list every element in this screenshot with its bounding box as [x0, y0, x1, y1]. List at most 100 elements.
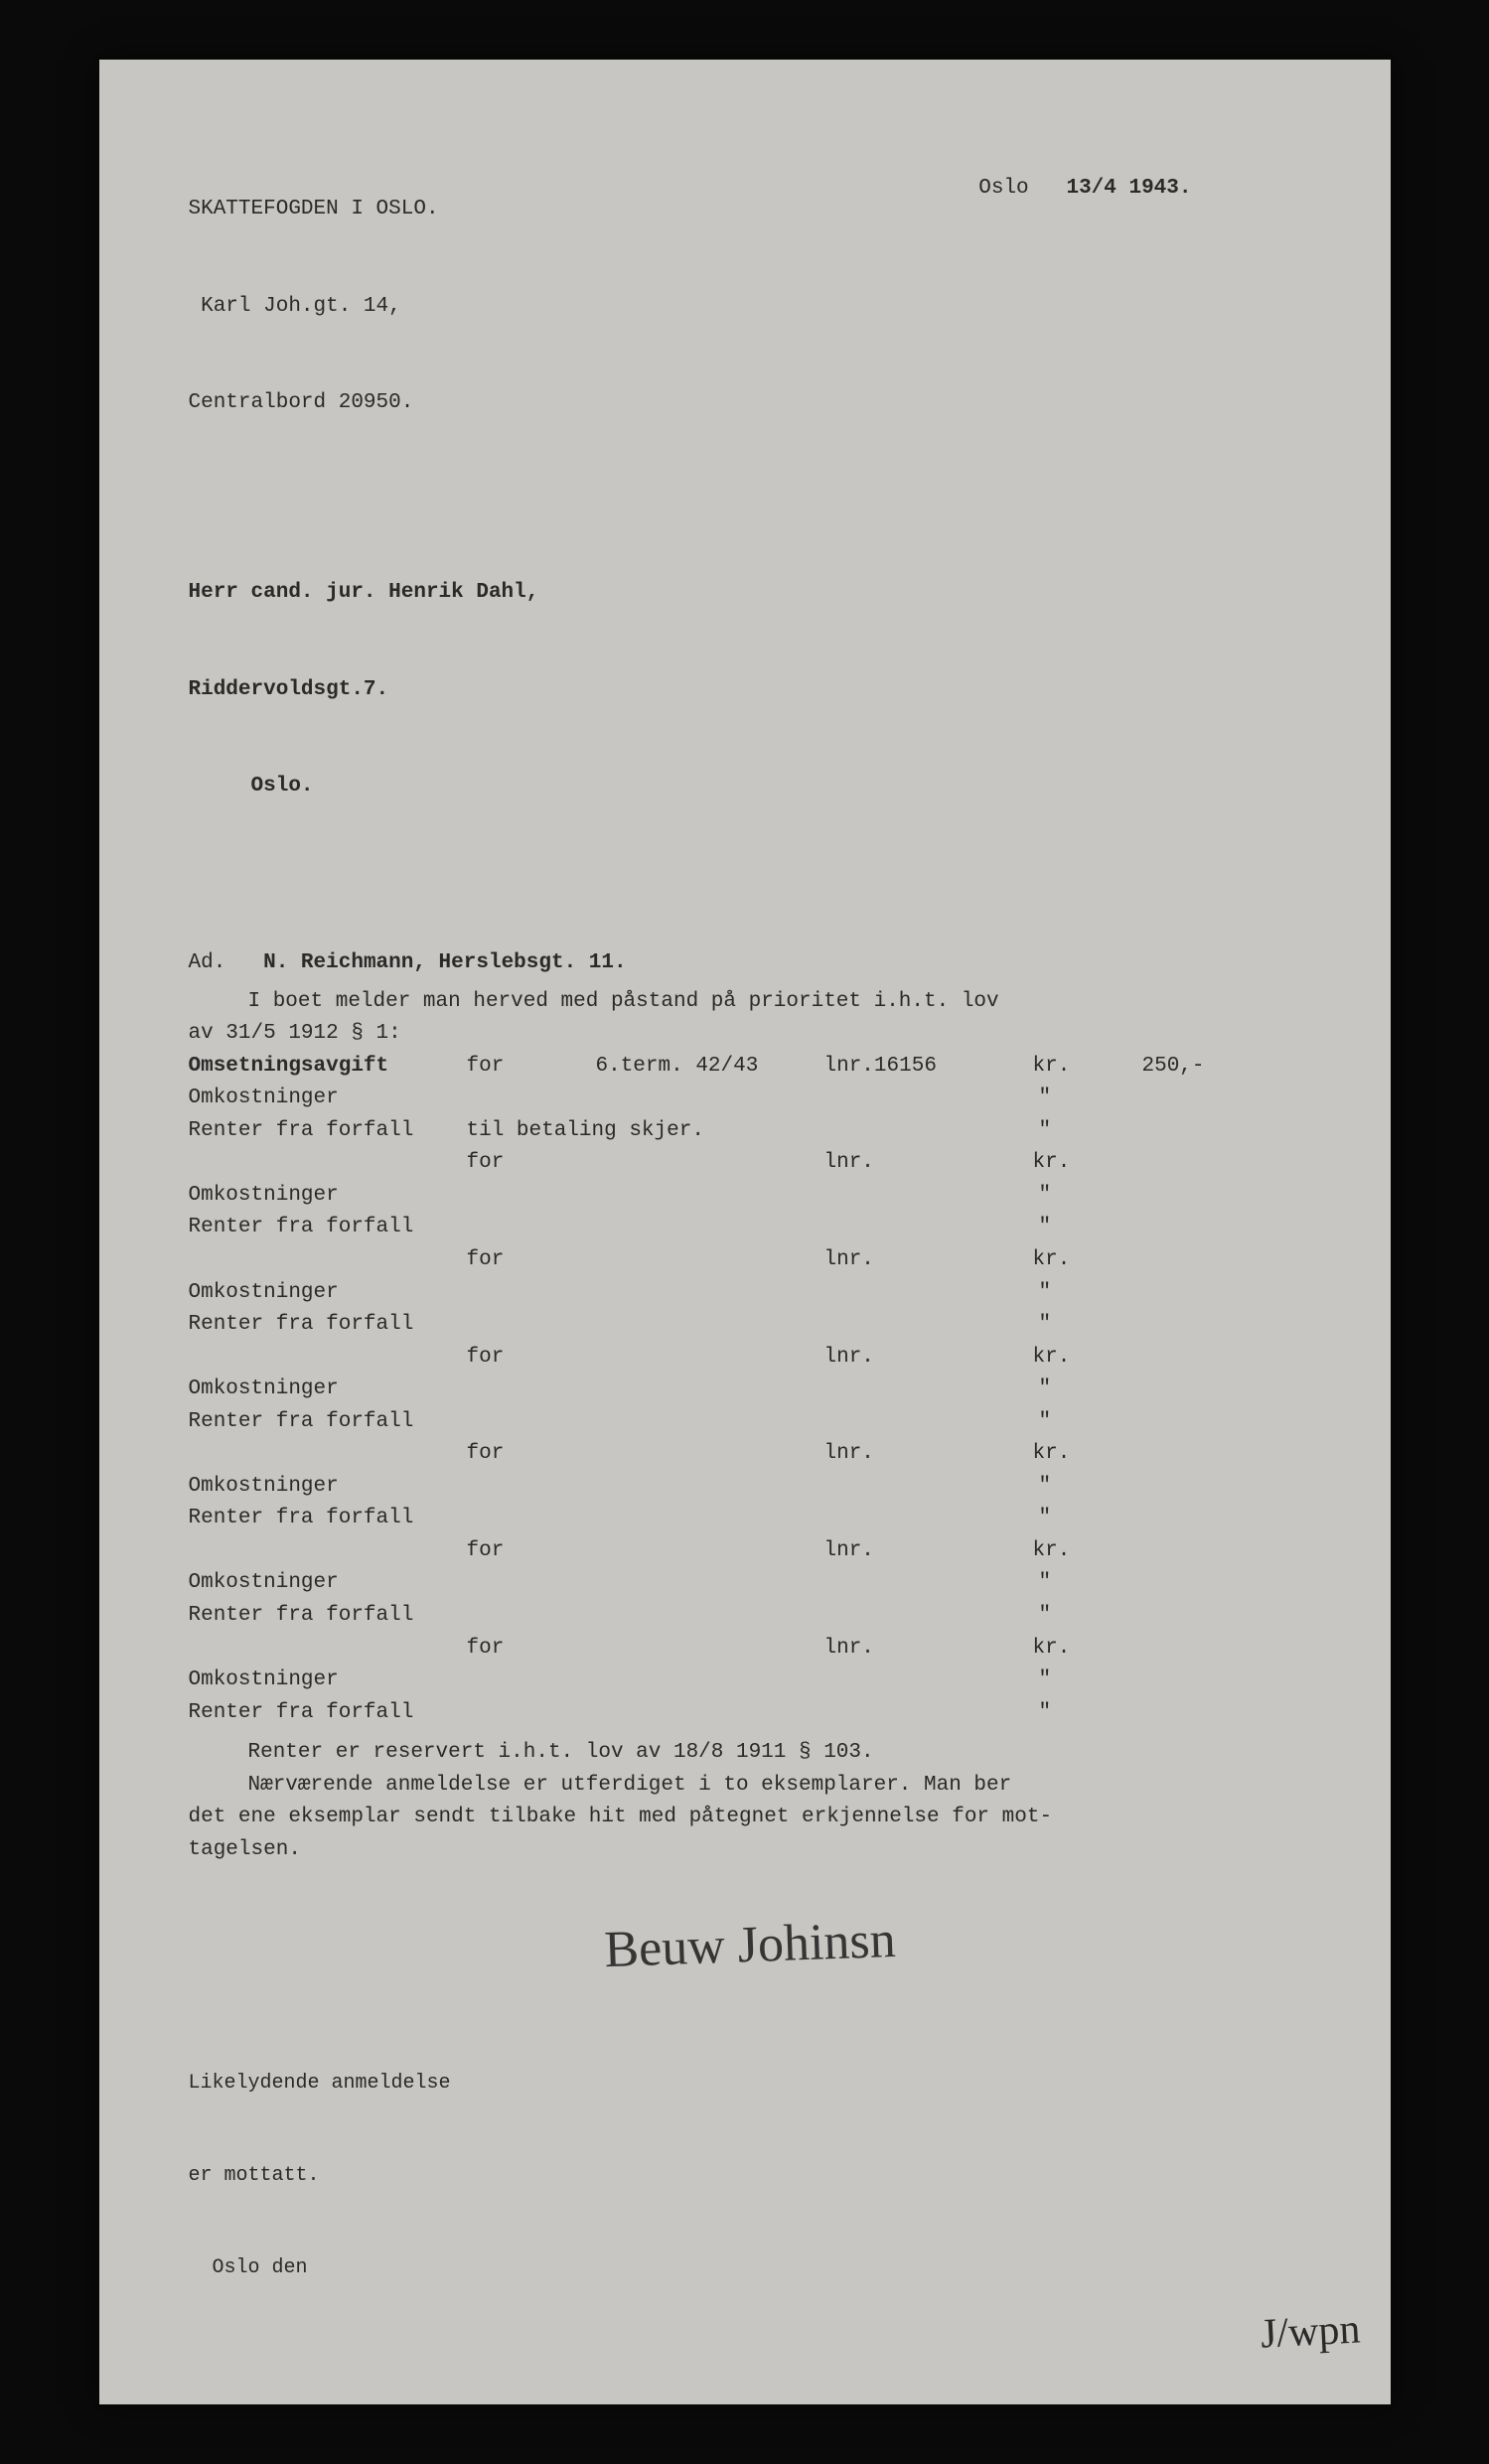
term-value: 6.term. 42/43 [596, 1051, 824, 1084]
lnr-label: lnr. [824, 1147, 1033, 1180]
for-label: for [467, 1147, 596, 1180]
ditto-mark: " [1033, 1277, 1142, 1310]
receipt-line: Oslo den [189, 2252, 1311, 2283]
for-label: for [467, 1051, 596, 1084]
item-label: Renter fra forfall [189, 1503, 467, 1535]
recipient-line: Riddervoldsgt.7. [189, 674, 1311, 707]
note-line: tagelsen. [189, 1834, 1311, 1867]
line-item: Renter fra forfall " [189, 1212, 1311, 1244]
note-line: det ene eksemplar sendt tilbake hit med … [189, 1802, 1311, 1834]
line-item: Omkostninger " [189, 1277, 1311, 1310]
amount-value: 250,- [1142, 1051, 1232, 1084]
item-label: Omkostninger [189, 1180, 467, 1213]
ditto-mark: " [1033, 1406, 1142, 1439]
kr-label: kr. [1033, 1147, 1142, 1180]
item-label: Renter fra forfall [189, 1406, 467, 1439]
line-item: for lnr. kr. [189, 1535, 1311, 1568]
note-line: Renter er reservert i.h.t. lov av 18/8 1… [189, 1737, 1311, 1770]
date-value: 13/4 1943. [1066, 177, 1191, 200]
kr-label: kr. [1033, 1244, 1142, 1277]
corner-signature: J/wpn [1260, 2297, 1363, 2367]
subject-prefix: Ad. [189, 951, 226, 974]
line-item: for lnr. kr. [189, 1244, 1311, 1277]
lnr-label: lnr. [824, 1633, 1033, 1666]
ditto-mark: " [1033, 1115, 1142, 1148]
line-item: Omkostninger " [189, 1471, 1311, 1504]
subject-line: Ad. N. Reichmann, Herslebsgt. 11. [189, 947, 1311, 980]
line-item: Omsetningsavgift for 6.term. 42/43 lnr.1… [189, 1051, 1311, 1084]
line-item: Omkostninger " [189, 1665, 1311, 1697]
ditto-mark: " [1033, 1697, 1142, 1730]
line-item: Renter fra forfall " [189, 1503, 1311, 1535]
item-label: Omkostninger [189, 1277, 467, 1310]
item-label: Renter fra forfall [189, 1697, 467, 1730]
recipient-line: Herr cand. jur. Henrik Dahl, [189, 577, 1311, 610]
line-item: Omkostninger " [189, 1083, 1311, 1115]
lnr-label: lnr. [824, 1342, 1033, 1375]
item-label: Omsetningsavgift [189, 1051, 467, 1084]
ditto-mark: " [1033, 1083, 1142, 1115]
kr-label: kr. [1033, 1535, 1142, 1568]
receipt-line: er mottatt. [189, 2160, 1311, 2191]
ditto-mark: " [1033, 1212, 1142, 1244]
for-label: for [467, 1244, 596, 1277]
ditto-mark: " [1033, 1503, 1142, 1535]
renter-note: til betaling skjer. [467, 1115, 1033, 1148]
item-label: Renter fra forfall [189, 1115, 467, 1148]
kr-label: kr. [1033, 1342, 1142, 1375]
item-label: Omkostninger [189, 1471, 467, 1504]
kr-label: kr. [1033, 1633, 1142, 1666]
line-item: Omkostninger " [189, 1180, 1311, 1213]
kr-label: kr. [1033, 1438, 1142, 1471]
law-ref: av 31/5 1912 § 1: [189, 1018, 1311, 1051]
line-item: Renter fra forfall " [189, 1406, 1311, 1439]
line-item: Renter fra forfall " [189, 1697, 1311, 1730]
item-label: Renter fra forfall [189, 1600, 467, 1633]
for-label: for [467, 1342, 596, 1375]
item-label: Omkostninger [189, 1374, 467, 1406]
item-label: Omkostninger [189, 1567, 467, 1600]
note-line: Nærværende anmeldelse er utferdiget i to… [189, 1770, 1311, 1803]
sender-line: Centralbord 20950. [189, 387, 439, 420]
item-label: Omkostninger [189, 1665, 467, 1697]
intro-text: I boet melder man herved med påstand på … [189, 986, 1311, 1019]
ditto-mark: " [1033, 1600, 1142, 1633]
ditto-mark: " [1033, 1180, 1142, 1213]
date-block: Oslo 13/4 1943. [978, 173, 1191, 485]
document-page: SKATTEFOGDEN I OSLO. Karl Joh.gt. 14, Ce… [99, 60, 1391, 2404]
lnr-value: lnr.16156 [824, 1051, 1033, 1084]
ditto-mark: " [1033, 1471, 1142, 1504]
recipient-block: Herr cand. jur. Henrik Dahl, Riddervolds… [189, 512, 1311, 868]
receipt-block: Likelydende anmeldelse er mottatt. Oslo … [189, 2006, 1311, 2345]
for-label: for [467, 1633, 596, 1666]
line-item: for lnr. kr. [189, 1147, 1311, 1180]
line-item: Omkostninger " [189, 1374, 1311, 1406]
letterhead: SKATTEFOGDEN I OSLO. Karl Joh.gt. 14, Ce… [189, 129, 1311, 485]
sender-line: Karl Joh.gt. 14, [189, 291, 439, 324]
lnr-label: lnr. [824, 1535, 1033, 1568]
line-item: for lnr. kr. [189, 1342, 1311, 1375]
sender-line: SKATTEFOGDEN I OSLO. [189, 194, 439, 226]
recipient-line: Oslo. [189, 771, 1311, 803]
item-label: Omkostninger [189, 1083, 467, 1115]
line-item: Omkostninger " [189, 1567, 1311, 1600]
item-label: Renter fra forfall [189, 1212, 467, 1244]
date-city: Oslo [978, 177, 1028, 200]
lnr-label: lnr. [824, 1244, 1033, 1277]
ditto-mark: " [1033, 1567, 1142, 1600]
receipt-line: Likelydende anmeldelse [189, 2068, 1311, 2099]
ditto-mark: " [1033, 1374, 1142, 1406]
ditto-mark: " [1033, 1309, 1142, 1342]
for-label: for [467, 1535, 596, 1568]
item-label: Renter fra forfall [189, 1309, 467, 1342]
line-item: Renter fra forfall " [189, 1309, 1311, 1342]
sender-block: SKATTEFOGDEN I OSLO. Karl Joh.gt. 14, Ce… [189, 129, 439, 485]
kr-label: kr. [1033, 1051, 1142, 1084]
line-item: Renter fra forfall " [189, 1600, 1311, 1633]
line-item: Renter fra forfall til betaling skjer. " [189, 1115, 1311, 1148]
for-label: for [467, 1438, 596, 1471]
signature: Beuw Johinsn [187, 1887, 1311, 2006]
subject-name: N. Reichmann, Herslebsgt. 11. [263, 951, 626, 974]
ditto-mark: " [1033, 1665, 1142, 1697]
footer-notes: Renter er reservert i.h.t. lov av 18/8 1… [189, 1737, 1311, 1866]
